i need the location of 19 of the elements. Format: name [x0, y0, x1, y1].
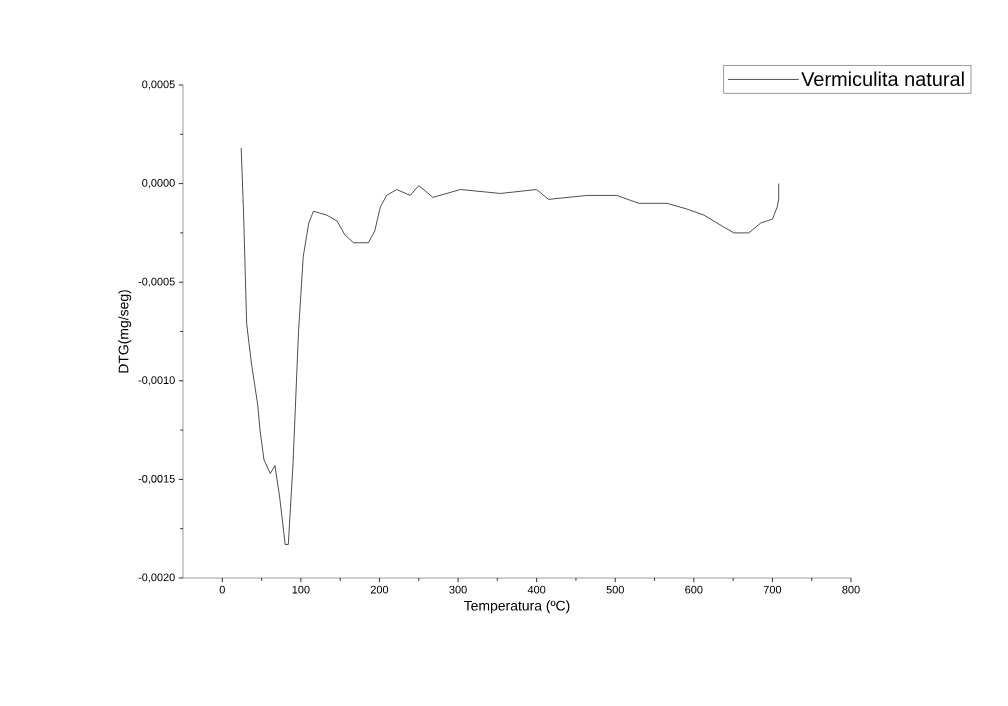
x-tick-label: 300 [449, 585, 467, 594]
y-tick-label: 0,0000 [142, 179, 175, 189]
x-axis-title: Temperatura (ºC) [464, 600, 570, 614]
x-tick-label: 500 [606, 585, 624, 594]
x-tick-label: 400 [527, 585, 546, 594]
y-axis-title: DTG(mg/seg) [118, 290, 132, 373]
y-tick-label: -0,0020 [138, 573, 175, 583]
line-series [240, 147, 780, 545]
x-tick-label: 800 [842, 585, 860, 594]
x-tick-label: 200 [370, 585, 389, 594]
y-tick-label: -0,0010 [138, 376, 175, 386]
x-tick-label: 700 [763, 585, 782, 594]
y-tick-label: -0,0015 [138, 474, 175, 484]
x-tick-label: 600 [685, 585, 703, 594]
legend-label: Vermiculita natural [801, 71, 964, 87]
x-tick-label: 0 [219, 585, 225, 594]
y-tick-label: 0,0005 [142, 80, 175, 90]
x-tick-label: 100 [292, 585, 310, 594]
y-tick-label: -0,0005 [138, 277, 175, 287]
